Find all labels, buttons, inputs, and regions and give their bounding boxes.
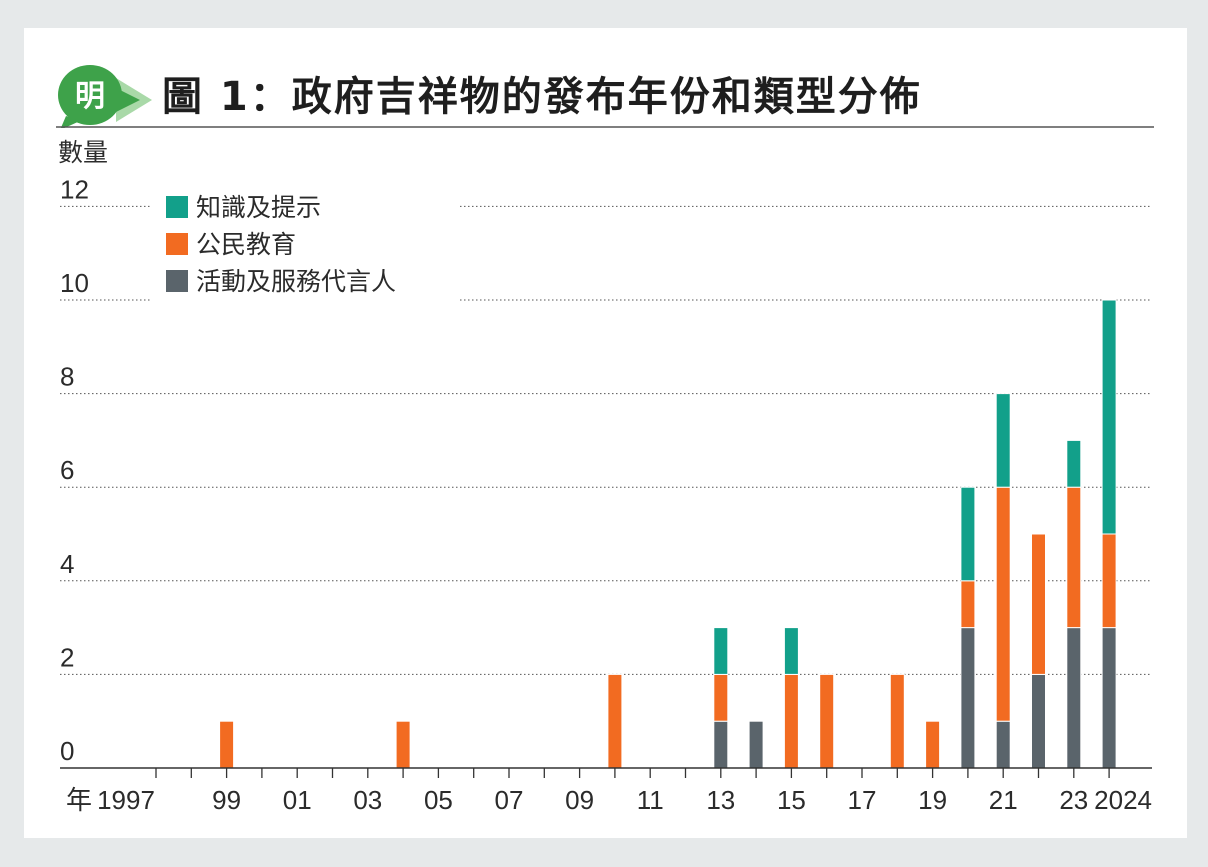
bar-2024-activity	[1101, 627, 1117, 769]
x-tick-label-09: 09	[565, 785, 594, 815]
bar-2023-activity	[1066, 627, 1082, 769]
x-tick-labels: 年 1997 99 01 03 05 07 09 11 13 15 17 19 21 23 2024	[66, 785, 1152, 815]
y-axis-title: 數量	[58, 138, 108, 167]
x-tick-label-17: 17	[848, 785, 877, 815]
bar-2020-knowledge	[960, 486, 976, 582]
x-axis-prefix: 年	[66, 785, 92, 815]
stacked-bar-chart: 數量 0 2 4 6 8 10 12 年 1997 99 01 03 05 07 09 11 13 15 17 19…	[56, 126, 1154, 815]
logo-bubble-tail	[60, 116, 80, 128]
y-tick-label-2: 2	[60, 642, 74, 672]
legend-label-knowledge: 知識及提示	[196, 193, 321, 222]
bar-2013-knowledge	[713, 627, 729, 675]
bar-1999-civic	[219, 720, 235, 769]
bar-2018-civic	[889, 673, 905, 769]
bar-2010-civic	[607, 673, 623, 769]
bar-2021-civic	[995, 486, 1011, 722]
bar-2016-civic	[819, 673, 835, 769]
x-tick-label-23: 23	[1059, 785, 1088, 815]
bars	[219, 299, 1117, 769]
y-tick-label-0: 0	[60, 736, 74, 766]
legend-swatch-civic	[166, 233, 188, 255]
bar-2023-knowledge	[1066, 439, 1082, 488]
y-tick-label-8: 8	[60, 362, 74, 392]
bar-2021-activity	[995, 720, 1011, 769]
bar-2021-knowledge	[995, 393, 1011, 488]
bar-2015-civic	[783, 673, 799, 769]
page-title: 圖 1：政府吉祥物的發布年份和類型分佈	[162, 74, 922, 120]
bar-2015-knowledge	[783, 627, 799, 675]
legend-label-civic: 公民教育	[196, 230, 296, 259]
bar-2013-activity	[713, 720, 729, 769]
bar-2023-civic	[1066, 486, 1082, 629]
gridlines	[60, 205, 1152, 675]
x-tick-label-15: 15	[777, 785, 806, 815]
logo-text: 明	[75, 79, 105, 114]
y-tick-label-4: 4	[60, 549, 74, 579]
legend-label-activity: 活動及服務代言人	[196, 267, 396, 296]
logo-badge	[58, 65, 122, 125]
bar-2024-knowledge	[1101, 299, 1117, 535]
x-tick-label-11: 11	[637, 785, 664, 815]
x-tick-label-03: 03	[353, 785, 382, 815]
chart-card: 明 圖 1：政府吉祥物的發布年份和類型分佈 數量 0 2 4 6 8 10 12 年 1997…	[24, 28, 1187, 838]
bar-2022-activity	[1031, 673, 1046, 769]
bar-2019-civic	[925, 720, 941, 769]
bar-2022-civic	[1031, 533, 1046, 675]
y-tick-label-12: 12	[60, 174, 89, 204]
x-tick-label-05: 05	[424, 785, 453, 815]
x-axis	[60, 767, 1152, 778]
x-tick-label-13: 13	[706, 785, 735, 815]
bar-2004-civic	[395, 720, 411, 769]
bar-2020-civic	[960, 580, 976, 629]
x-tick-label-99: 99	[212, 785, 241, 815]
legend-swatch-knowledge	[166, 196, 188, 218]
y-tick-label-10: 10	[60, 268, 89, 298]
legend-swatch-activity	[166, 270, 188, 292]
y-tick-labels: 0 2 4 6 8 10 12	[60, 174, 89, 766]
bar-2020-activity	[960, 627, 976, 769]
x-tick-label-19: 19	[918, 785, 947, 815]
bar-2013-civic	[713, 673, 729, 722]
x-tick-label-21: 21	[989, 785, 1018, 815]
chart-header: 明 圖 1：政府吉祥物的發布年份和類型分佈	[56, 58, 1156, 128]
y-tick-label-6: 6	[60, 455, 74, 485]
bar-2024-civic	[1101, 533, 1117, 629]
bar-2014-activity	[748, 720, 764, 769]
x-tick-label-1997: 1997	[97, 785, 155, 815]
x-tick-label-07: 07	[495, 785, 524, 815]
ming-pao-logo-icon: 明	[58, 65, 152, 128]
x-tick-label-01: 01	[283, 785, 312, 815]
x-tick-label-2024: 2024	[1094, 785, 1152, 815]
